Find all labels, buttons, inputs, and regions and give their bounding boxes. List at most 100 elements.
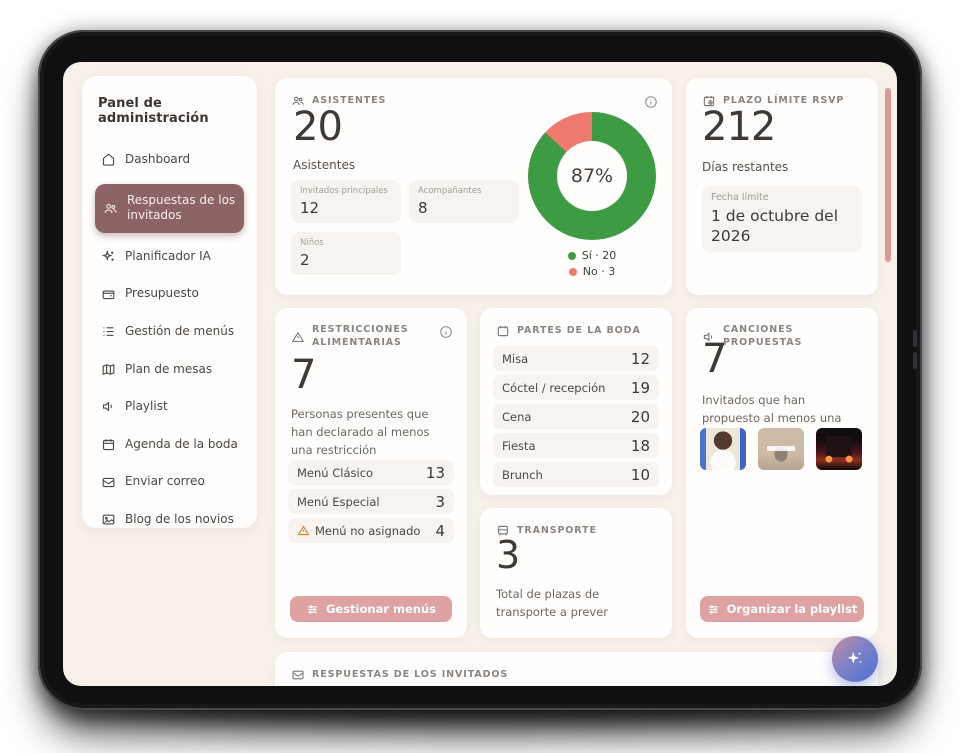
row-label: Brunch — [502, 467, 543, 482]
row-label: Fiesta — [502, 438, 536, 453]
part-row-fiesta: Fiesta 18 — [493, 433, 659, 458]
map-icon — [102, 363, 115, 375]
album-cover-3[interactable] — [816, 428, 862, 470]
sidebar-item-label: Agenda de la boda — [125, 436, 238, 451]
home-icon — [102, 153, 115, 166]
sidebar-item-label: Gestión de menús — [125, 323, 235, 338]
card-title: CANCIONES PROPUESTAS — [723, 324, 803, 348]
row-value: 18 — [630, 436, 650, 455]
info-icon[interactable] — [439, 324, 453, 338]
sidebar-item-agenda[interactable]: Agenda de la boda — [95, 431, 244, 459]
transport-description: Total de plazas de transporte a prever — [496, 587, 609, 619]
stat-label: Acompañantes — [418, 186, 482, 196]
speaker-icon — [703, 332, 713, 342]
sidebar-item-playlist[interactable]: Playlist — [95, 393, 244, 421]
part-row-brunch: Brunch 10 — [493, 462, 659, 487]
sidebar-item-plan-mesas[interactable]: Plan de mesas — [95, 356, 244, 384]
dietary-description: Personas presentes que han declarado al … — [291, 407, 430, 457]
sidebar-item-dashboard[interactable]: Dashboard — [95, 146, 244, 174]
card-title: ASISTENTES — [312, 94, 387, 106]
row-value: 13 — [425, 463, 445, 482]
menu-rows: Menú Clásico 13 Menú Especial 3 Menú no … — [288, 460, 454, 547]
tablet-volume-button-up — [913, 330, 917, 347]
sliders-icon — [708, 604, 718, 614]
mail-icon — [102, 477, 115, 487]
deadline-date-stat: Fecha límite 1 de octubre del 2026 — [702, 186, 862, 253]
row-label: Menú Especial — [297, 494, 380, 509]
legend-dot-red — [568, 267, 577, 276]
row-label: Menú Clásico — [297, 465, 374, 480]
attendees-count: 20 — [293, 104, 343, 150]
album-covers — [700, 428, 862, 470]
sparkle-icon — [101, 250, 114, 262]
card-title: PLAZO LÍMITE RSVP — [723, 94, 845, 106]
sidebar-item-label: Planificador IA — [125, 248, 211, 263]
songs-card-header: CANCIONES PROPUESTAS — [702, 324, 862, 350]
legend-label: Sí · 20 — [581, 249, 617, 262]
days-remaining-count: 212 — [702, 104, 776, 150]
people-icon — [104, 203, 117, 213]
ai-assistant-fab[interactable] — [832, 636, 878, 682]
sidebar-item-presupuesto[interactable]: Presupuesto — [95, 280, 244, 308]
stat-value: 2 — [300, 251, 310, 269]
sliders-icon — [308, 604, 317, 614]
vertical-scrollbar-thumb[interactable] — [885, 88, 891, 262]
card-title: PARTES DE LA BODA — [517, 324, 641, 336]
legend-label: No · 3 — [582, 265, 616, 278]
manage-menus-button[interactable]: Gestionar menús — [290, 596, 452, 622]
sidebar-item-planificador-ia[interactable]: Planificador IA — [95, 243, 244, 271]
menu-row-especial: Menú Especial 3 — [288, 489, 454, 514]
menu-row-no-asignado: Menú no asignado 4 — [288, 518, 454, 543]
card-title: RESPUESTAS DE LOS INVITADOS — [312, 668, 509, 680]
warning-triangle-icon — [291, 331, 305, 342]
part-row-misa: Misa 12 — [493, 346, 659, 371]
donut-percent-label: 87% — [570, 165, 614, 187]
row-label: Cena — [502, 409, 532, 424]
sidebar-item-gestion-menus[interactable]: Gestión de menús — [95, 318, 244, 346]
wedding-parts-card: PARTES DE LA BODA Misa 12 Cóctel / recep… — [480, 308, 672, 495]
transport-count: 3 — [496, 533, 520, 577]
tablet-frame: Panel de administración Dashboard Respue… — [38, 30, 922, 710]
attendees-card: ASISTENTES 20 Asistentes Invitados princ… — [275, 78, 672, 295]
album-cover-1[interactable] — [700, 428, 746, 470]
stat-label: Niños — [300, 238, 324, 248]
deadline-date-label: Fecha límite — [711, 192, 769, 203]
info-icon[interactable] — [644, 94, 658, 108]
wallet-icon — [102, 290, 115, 299]
menu-row-clasico: Menú Clásico 13 — [288, 460, 454, 485]
sidebar-title: Panel de administración — [98, 96, 209, 126]
button-label: Gestionar menús — [325, 602, 437, 616]
sidebar-item-label: Dashboard — [125, 152, 191, 166]
sidebar-item-label: Respuestas de los invitados — [127, 192, 236, 223]
rsvp-donut-chart: 87% — [528, 112, 656, 240]
image-icon — [102, 514, 115, 525]
parts-rows: Misa 12 Cóctel / recepción 19 Cena 20 Fi… — [493, 346, 659, 491]
sidebar-item-blog[interactable]: Blog de los novios — [95, 506, 244, 534]
sparkles-icon — [847, 651, 862, 664]
deadline-card-header: PLAZO LÍMITE RSVP — [702, 94, 862, 108]
parts-card-header: PARTES DE LA BODA — [496, 324, 656, 338]
sidebar-item-label: Enviar correo — [125, 474, 205, 489]
legend-item-yes: Sí · 20 — [528, 249, 656, 262]
transport-card: TRANSPORTE 3 Total de plazas de transpor… — [480, 508, 672, 638]
envelope-icon — [292, 670, 304, 680]
album-cover-2[interactable] — [758, 428, 804, 470]
songs-count: 7 — [702, 336, 727, 382]
attendees-count-label: Asistentes — [293, 158, 356, 172]
row-label: Menú no asignado — [315, 523, 421, 538]
calendar-icon — [497, 326, 509, 337]
row-value: 20 — [630, 407, 650, 426]
legend-item-no: No · 3 — [528, 265, 656, 278]
calendar-clock-icon — [703, 96, 715, 107]
transport-card-header: TRANSPORTE — [496, 524, 656, 538]
sidebar-item-label: Blog de los novios — [125, 511, 234, 526]
sidebar-item-label: Presupuesto — [125, 286, 199, 301]
bus-icon — [498, 525, 508, 536]
row-label: Cóctel / recepción — [502, 380, 606, 395]
children-stat: Niños 2 — [291, 232, 401, 275]
sidebar-item-enviar-correo[interactable]: Enviar correo — [95, 468, 244, 496]
sidebar-item-label: Plan de mesas — [125, 361, 213, 376]
guest-responses-card: RESPUESTAS DE LOS INVITADOS — [275, 652, 878, 686]
organize-playlist-button[interactable]: Organizar la playlist — [700, 596, 864, 622]
sidebar-item-respuestas[interactable]: Respuestas de los invitados — [95, 183, 244, 233]
